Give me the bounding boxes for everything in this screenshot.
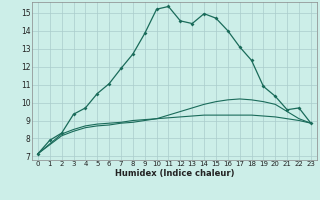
X-axis label: Humidex (Indice chaleur): Humidex (Indice chaleur) xyxy=(115,169,234,178)
